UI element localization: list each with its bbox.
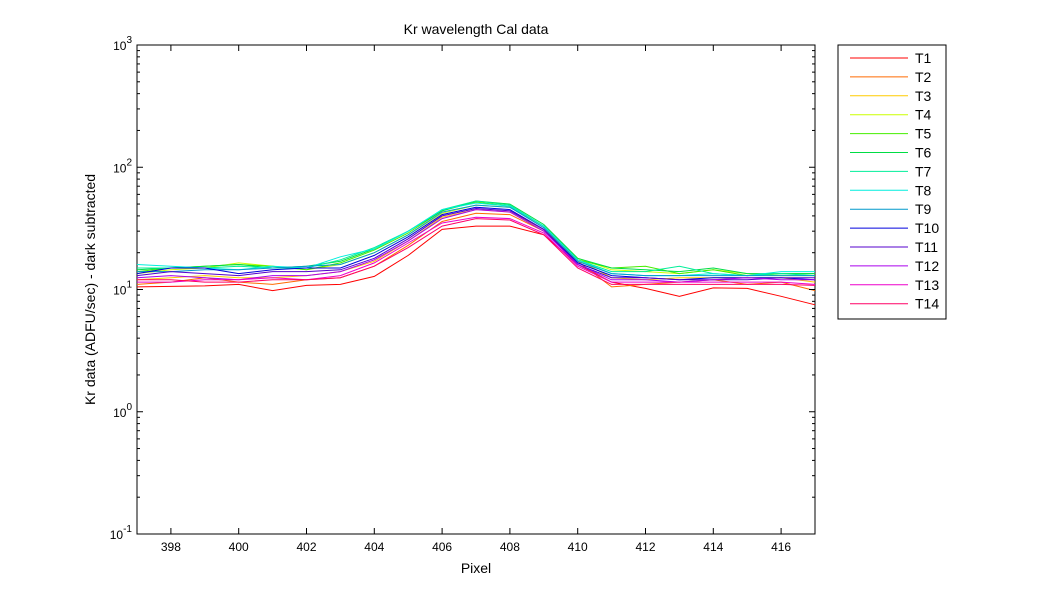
legend-label-t4: T4	[915, 107, 932, 123]
legend-label-t7: T7	[915, 163, 932, 179]
y-axis-label: Kr data (ADFU/sec) - dark subtracted	[82, 174, 98, 405]
series-line-t8	[136, 202, 815, 277]
x-tick-label: 410	[568, 540, 588, 554]
x-tick-label: 404	[364, 540, 384, 554]
legend-box	[837, 44, 947, 320]
y-tick-label: 102	[113, 157, 132, 175]
legend-label-t11: T11	[915, 239, 938, 255]
series-line-t11	[136, 207, 815, 281]
legend-label-t9: T9	[915, 201, 932, 217]
legend-label-t8: T8	[915, 182, 932, 198]
series-line-t9	[137, 204, 815, 277]
x-tick-label: 402	[296, 540, 316, 554]
legend-label-t10: T10	[915, 220, 939, 236]
y-tick-label: 100	[113, 402, 132, 420]
legend-label-t14: T14	[915, 296, 939, 312]
series-line-t7	[137, 200, 816, 277]
chart-title: Kr wavelength Cal data	[404, 21, 549, 37]
legend-label-t6: T6	[915, 145, 932, 161]
legend-label-t12: T12	[915, 258, 939, 274]
series-group	[136, 200, 816, 306]
x-tick-label: 398	[161, 540, 181, 554]
legend-label-t5: T5	[915, 126, 932, 142]
x-axis-ticks: 398 400 402 404 406 408 410 412 414 416	[161, 45, 791, 554]
series-line-t13	[137, 216, 816, 285]
x-tick-label: 414	[703, 540, 723, 554]
x-tick-label: 406	[432, 540, 452, 554]
y-axis-ticks: 10-1 100 101 102 103	[110, 35, 815, 542]
series-line-t10	[136, 206, 816, 281]
y-tick-label: 101	[113, 280, 132, 298]
legend-label-t3: T3	[915, 88, 932, 104]
x-tick-label: 416	[771, 540, 791, 554]
x-tick-label: 408	[500, 540, 520, 554]
series-line-t1	[136, 225, 816, 306]
x-tick-label: 400	[229, 540, 249, 554]
series-line-t12	[136, 209, 815, 283]
y-tick-label: 103	[113, 35, 132, 53]
y-tick-label: 10-1	[110, 524, 133, 542]
series-line-t14	[137, 218, 816, 286]
x-axis-label: Pixel	[461, 560, 491, 576]
legend-label-t1: T1	[915, 50, 932, 66]
x-tick-label: 412	[635, 540, 655, 554]
legend-label-t13: T13	[915, 277, 939, 293]
plot-area	[136, 44, 816, 535]
legend-label-t2: T2	[915, 69, 932, 85]
legend-entries: T1 T2 T3 T4 T5 T6 T7 T8 T9 T10 T11 T12 T13 T14	[850, 50, 939, 312]
